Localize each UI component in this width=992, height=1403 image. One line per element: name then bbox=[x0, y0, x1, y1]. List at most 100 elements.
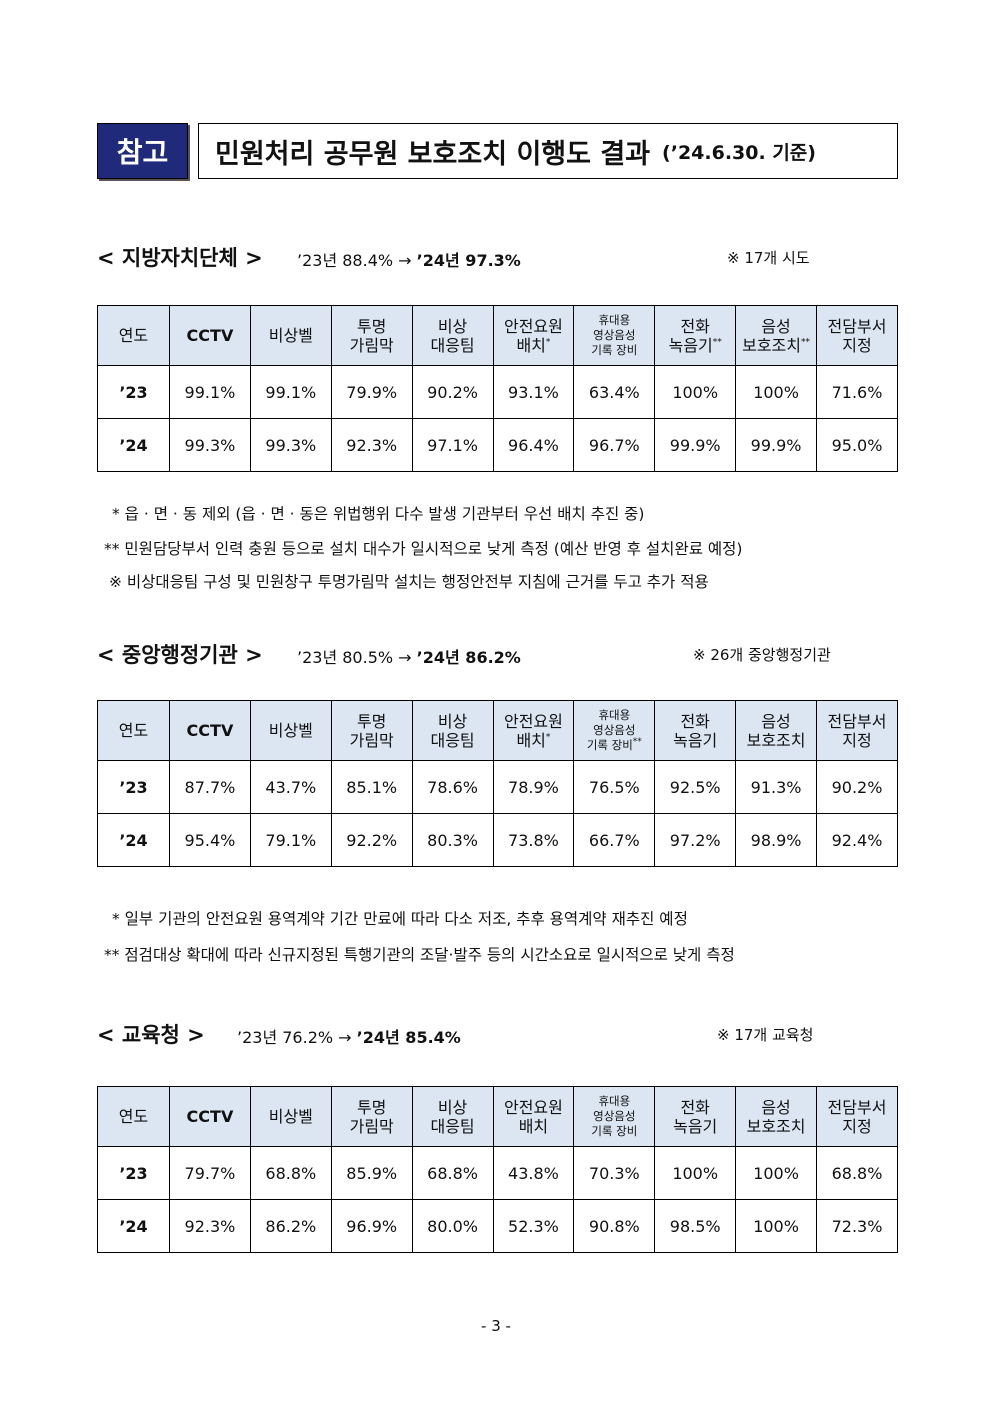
value-cell: 90.8% bbox=[573, 1199, 656, 1253]
central-gov-table: 연도 CCTV 비상벨 투명 가림막 비상 대응팀 안전요원 배치* 휴대용 영상음성 기… bbox=[97, 700, 898, 867]
value-cell: 80.3% bbox=[411, 813, 494, 867]
value-cell: 63.4% bbox=[573, 365, 656, 419]
value-cell: 100% bbox=[735, 1199, 817, 1253]
header-dept: 전담부서 지정 bbox=[816, 305, 898, 366]
title-text: 민원처리 공무원 보호조치 이행도 결과 bbox=[215, 138, 651, 170]
header-partition: 투명 가림막 bbox=[330, 1086, 413, 1147]
value-cell: 78.9% bbox=[492, 760, 575, 814]
header-dept: 전담부서 지정 bbox=[816, 700, 898, 761]
reference-tag: 참고 bbox=[97, 123, 188, 179]
section-name: < 지방자치단체 > bbox=[97, 246, 263, 270]
header-voice: 음성 보호조치 bbox=[735, 1086, 817, 1147]
value-cell: 100% bbox=[654, 1146, 737, 1200]
value-cell: 92.2% bbox=[330, 813, 413, 867]
section-scope: ※ 17개 교육청 bbox=[717, 1026, 814, 1044]
section-name: < 중앙행정기관 > bbox=[97, 643, 263, 667]
value-cell: 85.1% bbox=[330, 760, 413, 814]
value-cell: 99.1% bbox=[169, 365, 251, 419]
value-cell: 98.5% bbox=[654, 1199, 737, 1253]
section-name: < 교육청 > bbox=[97, 1023, 205, 1047]
value-cell: 92.5% bbox=[654, 760, 737, 814]
section-central-gov-header: < 중앙행정기관 > ’23년 80.5% → ’24년 86.2% ※ 26개… bbox=[97, 639, 897, 669]
header-bell: 비상벨 bbox=[249, 305, 332, 366]
value-cell: 96.4% bbox=[492, 418, 575, 472]
value-cell: 43.7% bbox=[249, 760, 332, 814]
header-guard: 안전요원 배치* bbox=[492, 700, 575, 761]
header-team: 비상 대응팀 bbox=[411, 700, 494, 761]
header-partition: 투명 가림막 bbox=[330, 305, 413, 366]
value-cell: 43.8% bbox=[492, 1146, 575, 1200]
table-row: ’24 92.3% 86.2% 96.9% 80.0% 52.3% 90.8% … bbox=[97, 1199, 898, 1253]
value-cell: 96.7% bbox=[573, 418, 656, 472]
table-header-row: 연도 CCTV 비상벨 투명 가림막 비상 대응팀 안전요원 배치 휴대용 영상음성 기록… bbox=[97, 1086, 898, 1147]
section-trend: ’23년 76.2% → ’24년 85.4% bbox=[237, 1024, 461, 1048]
header-bell: 비상벨 bbox=[249, 1086, 332, 1147]
header-year: 연도 bbox=[97, 305, 170, 366]
value-cell: 71.6% bbox=[816, 365, 898, 419]
value-cell: 96.9% bbox=[330, 1199, 413, 1253]
header-bell: 비상벨 bbox=[249, 700, 332, 761]
value-cell: 68.8% bbox=[249, 1146, 332, 1200]
value-cell: 72.3% bbox=[816, 1199, 898, 1253]
table-header-row: 연도 CCTV 비상벨 투명 가림막 비상 대응팀 안전요원 배치* 휴대용 영상음성 기… bbox=[97, 700, 898, 761]
header-recorder: 전화 녹음기 bbox=[654, 700, 737, 761]
value-cell: 87.7% bbox=[169, 760, 251, 814]
value-cell: 79.9% bbox=[330, 365, 413, 419]
header-team: 비상 대응팀 bbox=[411, 1086, 494, 1147]
value-cell: 95.4% bbox=[169, 813, 251, 867]
year-cell: ’23 bbox=[97, 760, 170, 814]
value-cell: 86.2% bbox=[249, 1199, 332, 1253]
header-device: 휴대용 영상음성 기록 장비** bbox=[573, 700, 656, 761]
footnote: * 일부 기관의 안전요원 용역계약 기간 만료에 따라 다소 저조, 추후 용… bbox=[112, 910, 688, 928]
value-cell: 99.1% bbox=[249, 365, 332, 419]
value-cell: 78.6% bbox=[411, 760, 494, 814]
value-cell: 92.4% bbox=[816, 813, 898, 867]
section-trend: ’23년 88.4% → ’24년 97.3% bbox=[297, 247, 521, 271]
trend-to: ’24년 85.4% bbox=[356, 1028, 461, 1047]
value-cell: 99.9% bbox=[654, 418, 737, 472]
education-table: 연도 CCTV 비상벨 투명 가림막 비상 대응팀 안전요원 배치 휴대용 영상음성 기록… bbox=[97, 1086, 898, 1253]
trend-from: ’23년 76.2% → bbox=[237, 1028, 352, 1047]
header-cctv: CCTV bbox=[169, 700, 251, 761]
footnote: ** 민원담당부서 인력 충원 등으로 설치 대수가 일시적으로 낮게 측정 (… bbox=[104, 540, 743, 558]
header-cctv: CCTV bbox=[169, 305, 251, 366]
value-cell: 97.2% bbox=[654, 813, 737, 867]
value-cell: 85.9% bbox=[330, 1146, 413, 1200]
value-cell: 70.3% bbox=[573, 1146, 656, 1200]
page-number: - 3 - bbox=[481, 1317, 511, 1335]
value-cell: 68.8% bbox=[411, 1146, 494, 1200]
trend-to: ’24년 86.2% bbox=[416, 648, 521, 667]
title-date: (’24.6.30. 기준) bbox=[662, 141, 816, 164]
header-voice: 음성 보호조치** bbox=[735, 305, 817, 366]
header-guard: 안전요원 배치 bbox=[492, 1086, 575, 1147]
section-education-header: < 교육청 > ’23년 76.2% → ’24년 85.4% ※ 17개 교육… bbox=[97, 1019, 897, 1049]
value-cell: 90.2% bbox=[816, 760, 898, 814]
value-cell: 76.5% bbox=[573, 760, 656, 814]
header-device: 휴대용 영상음성 기록 장비 bbox=[573, 305, 656, 366]
value-cell: 79.7% bbox=[169, 1146, 251, 1200]
section-trend: ’23년 80.5% → ’24년 86.2% bbox=[297, 644, 521, 668]
header-voice: 음성 보호조치 bbox=[735, 700, 817, 761]
table-row: ’23 87.7% 43.7% 85.1% 78.6% 78.9% 76.5% … bbox=[97, 760, 898, 814]
value-cell: 95.0% bbox=[816, 418, 898, 472]
value-cell: 93.1% bbox=[492, 365, 575, 419]
value-cell: 52.3% bbox=[492, 1199, 575, 1253]
footnote: ** 점검대상 확대에 따라 신규지정된 특행기관의 조달·발주 등의 시간소요… bbox=[104, 946, 735, 964]
header-year: 연도 bbox=[97, 1086, 170, 1147]
value-cell: 80.0% bbox=[411, 1199, 494, 1253]
year-cell: ’23 bbox=[97, 1146, 170, 1200]
value-cell: 68.8% bbox=[816, 1146, 898, 1200]
value-cell: 99.9% bbox=[735, 418, 817, 472]
year-cell: ’24 bbox=[97, 1199, 170, 1253]
header-team: 비상 대응팀 bbox=[411, 305, 494, 366]
title-box: 참고 민원처리 공무원 보호조치 이행도 결과 (’24.6.30. 기준) bbox=[97, 123, 898, 179]
year-cell: ’23 bbox=[97, 365, 170, 419]
section-scope: ※ 17개 시도 bbox=[727, 249, 810, 267]
value-cell: 91.3% bbox=[735, 760, 817, 814]
year-cell: ’24 bbox=[97, 418, 170, 472]
table-row: ’23 79.7% 68.8% 85.9% 68.8% 43.8% 70.3% … bbox=[97, 1146, 898, 1200]
trend-to: ’24년 97.3% bbox=[416, 251, 521, 270]
table-header-row: 연도 CCTV 비상벨 투명 가림막 비상 대응팀 안전요원 배치* 휴대용 영상음성 기… bbox=[97, 305, 898, 366]
local-gov-table: 연도 CCTV 비상벨 투명 가림막 비상 대응팀 안전요원 배치* 휴대용 영상음성 기… bbox=[97, 305, 898, 472]
header-recorder: 전화 녹음기 bbox=[654, 1086, 737, 1147]
